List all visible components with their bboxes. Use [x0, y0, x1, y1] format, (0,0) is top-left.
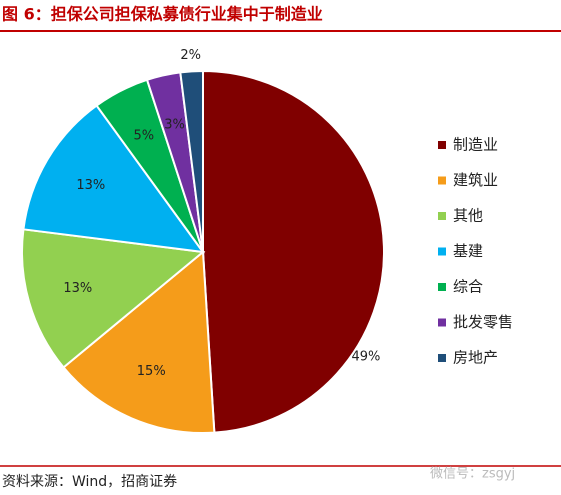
data-label: 49% [351, 349, 380, 364]
legend-marker [438, 354, 446, 362]
legend-marker [438, 247, 446, 256]
watermark: 微信号：zsgyj [430, 467, 515, 482]
data-label: 2% [180, 48, 201, 63]
data-label: 5% [134, 128, 155, 143]
source-note: 资料来源：Wind，招商证券 [2, 474, 177, 490]
chart-title: 图 6：担保公司担保私募债行业集中于制造业 [2, 5, 323, 24]
pie-slice [62, 249, 216, 434]
pie-slice [21, 228, 206, 369]
legend-marker [438, 176, 446, 185]
pie-slice [202, 69, 385, 434]
data-label: 13% [76, 178, 105, 193]
legend-label: 房地产 [453, 349, 498, 367]
legend-marker [438, 283, 446, 291]
legend-marker [438, 141, 446, 149]
legend-marker [438, 212, 446, 220]
pie-slice [22, 104, 206, 254]
data-label: 15% [137, 364, 166, 379]
legend-label: 综合 [453, 278, 483, 296]
legend-label: 建筑业 [453, 171, 498, 189]
legend-label: 批发零售 [453, 313, 513, 331]
pie-slice [179, 69, 204, 253]
legend-label: 制造业 [453, 136, 498, 154]
data-label: 13% [63, 281, 92, 296]
legend-label: 其他 [453, 207, 483, 225]
legend-marker [438, 318, 446, 327]
legend-label: 基建 [453, 242, 483, 260]
data-label: 3% [164, 117, 185, 132]
